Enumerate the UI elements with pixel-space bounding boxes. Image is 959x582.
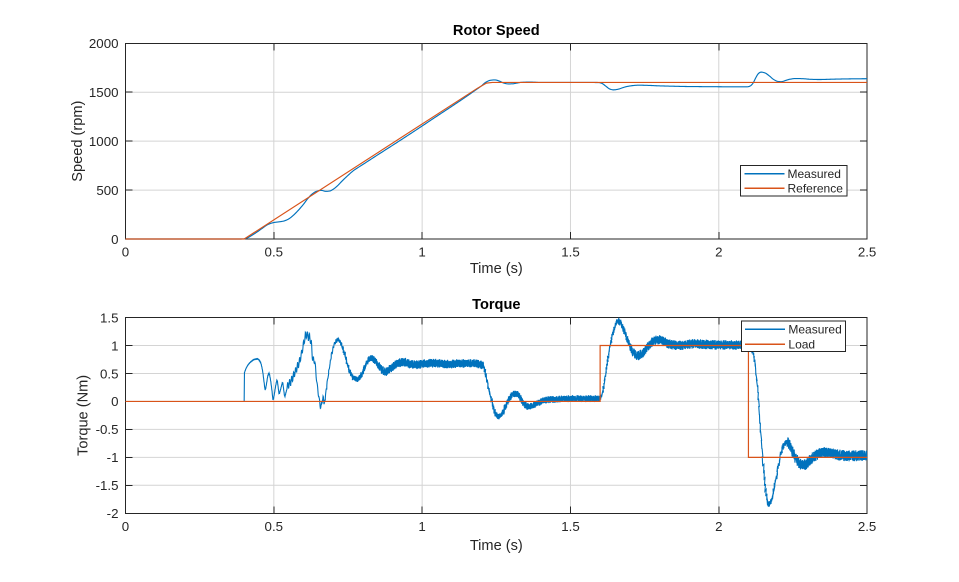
svg-text:Torque: Torque bbox=[472, 297, 520, 313]
svg-text:500: 500 bbox=[96, 183, 118, 198]
svg-text:0.5: 0.5 bbox=[265, 245, 284, 260]
svg-text:0: 0 bbox=[122, 245, 129, 260]
svg-text:1500: 1500 bbox=[89, 85, 119, 100]
svg-text:Measured: Measured bbox=[788, 167, 841, 181]
svg-text:Reference: Reference bbox=[788, 181, 844, 195]
svg-text:Rotor Speed: Rotor Speed bbox=[453, 23, 540, 39]
svg-text:-1.5: -1.5 bbox=[96, 478, 119, 493]
svg-text:1000: 1000 bbox=[89, 134, 119, 149]
svg-text:0: 0 bbox=[111, 394, 118, 409]
svg-text:1: 1 bbox=[418, 245, 425, 260]
svg-text:0: 0 bbox=[111, 232, 118, 247]
svg-text:-0.5: -0.5 bbox=[96, 422, 119, 437]
svg-text:Torque (Nm): Torque (Nm) bbox=[76, 375, 92, 456]
svg-text:1.5: 1.5 bbox=[561, 245, 580, 260]
svg-text:2: 2 bbox=[715, 519, 722, 534]
svg-text:2.5: 2.5 bbox=[858, 519, 877, 534]
svg-text:1.5: 1.5 bbox=[100, 310, 119, 325]
svg-text:Time (s): Time (s) bbox=[470, 261, 523, 277]
svg-text:0: 0 bbox=[122, 519, 129, 534]
svg-text:-2: -2 bbox=[107, 506, 119, 521]
svg-text:1.5: 1.5 bbox=[561, 519, 580, 534]
svg-text:0.5: 0.5 bbox=[100, 366, 119, 381]
svg-text:0.5: 0.5 bbox=[265, 519, 284, 534]
svg-text:Time (s): Time (s) bbox=[470, 538, 523, 554]
svg-text:2.5: 2.5 bbox=[858, 245, 877, 260]
svg-text:-1: -1 bbox=[107, 450, 119, 465]
svg-text:1: 1 bbox=[418, 519, 425, 534]
svg-text:Load: Load bbox=[788, 337, 815, 351]
svg-text:Measured: Measured bbox=[788, 322, 841, 336]
svg-text:Speed (rpm): Speed (rpm) bbox=[70, 101, 86, 182]
svg-text:2: 2 bbox=[715, 245, 722, 260]
svg-text:1: 1 bbox=[111, 338, 118, 353]
svg-text:2000: 2000 bbox=[89, 36, 119, 51]
